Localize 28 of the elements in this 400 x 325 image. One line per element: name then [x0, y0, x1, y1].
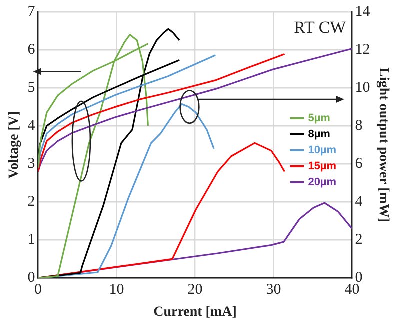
legend-label: 5µm: [308, 112, 331, 125]
y-tick-label: 0: [28, 270, 36, 286]
y2-tick-label: 14: [355, 4, 371, 20]
x-tick-label: 40: [344, 282, 360, 298]
y2-tick-label: 4: [355, 194, 364, 210]
y2-tick-label: 10: [355, 80, 370, 96]
y2-tick-label: 6: [355, 156, 364, 172]
legend-label: 15µm: [308, 160, 337, 173]
y-tick-label: 5: [28, 80, 36, 96]
y2-tick-label: 8: [355, 118, 363, 134]
y-tick-label: 1: [28, 232, 36, 248]
x-tick-label: 10: [109, 282, 124, 298]
y-tick-label: 7: [28, 4, 36, 20]
annotation: RT CW: [294, 18, 348, 37]
legend-label: 20µm: [308, 176, 337, 189]
y-tick-label: 3: [28, 156, 36, 172]
x-tick-label: 30: [266, 282, 282, 298]
y-tick-label: 4: [28, 118, 36, 134]
legend-label: 8µm: [308, 128, 331, 141]
y-tick-label: 2: [28, 194, 36, 210]
y-axis-title: Voltage [V]: [7, 111, 22, 179]
legend-label: 10µm: [308, 144, 337, 157]
y2-tick-label: 12: [355, 42, 370, 58]
y-tick-label: 6: [28, 42, 36, 58]
x-axis-title: Current [mA]: [154, 305, 237, 320]
y2-tick-label: 2: [355, 232, 363, 248]
x-tick-label: 20: [188, 282, 203, 298]
y2-axis-title: Light output power [mW]: [376, 68, 391, 223]
